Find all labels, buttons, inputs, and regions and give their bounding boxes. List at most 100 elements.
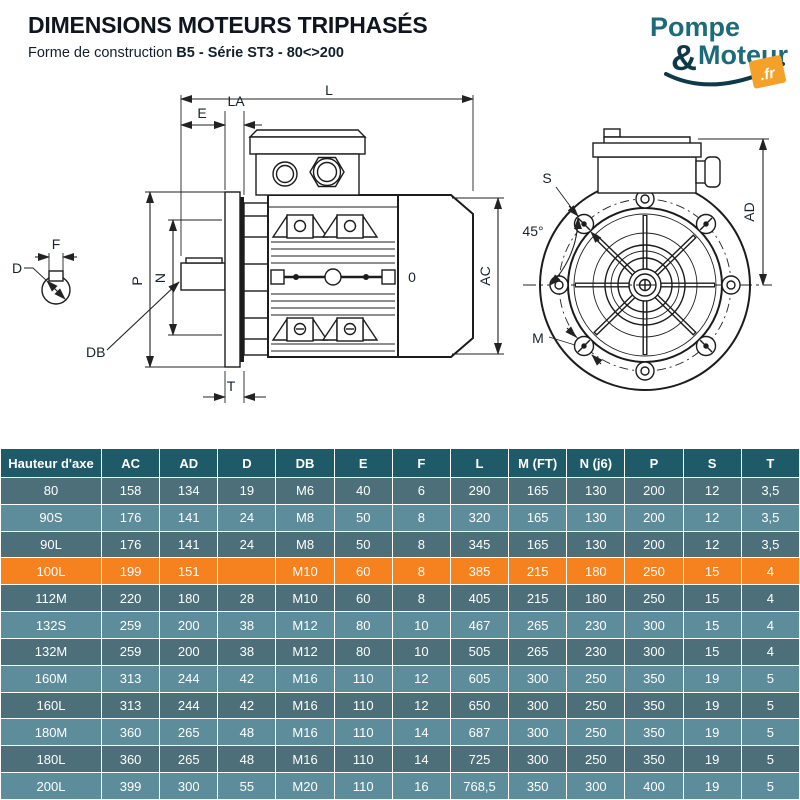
table-cell: 399 (100, 772, 161, 800)
table-cell: 19 (682, 772, 742, 800)
table-cell: 290 (449, 477, 510, 505)
column-header: D (217, 448, 277, 478)
table-cell: 12 (391, 664, 451, 693)
table-cell: 360 (100, 745, 161, 774)
table-cell: 4 (740, 584, 800, 613)
table-cell: 12 (391, 691, 451, 720)
table-cell: 265 (159, 718, 219, 747)
table-cell: 300 (566, 772, 626, 800)
table-cell: 60 (333, 584, 393, 613)
table-cell: 385 (449, 557, 510, 586)
table-cell: 180 (566, 557, 626, 586)
table-cell: 4 (740, 557, 800, 586)
table-cell: 300 (624, 611, 684, 639)
column-header-hauteur-axe: Hauteur d'axe (0, 448, 102, 478)
table-cell: 200 (624, 503, 684, 532)
table-cell: 300 (508, 745, 568, 774)
logo-fr-badge: .fr (748, 55, 786, 89)
column-header: F (391, 448, 451, 478)
table-cell: 176 (100, 503, 161, 532)
dim-label-e: E (197, 105, 206, 121)
table-cell: 505 (449, 637, 510, 666)
table-cell: 42 (217, 664, 277, 693)
table-cell: 250 (566, 745, 626, 774)
table-cell: 215 (508, 584, 568, 613)
dim-label-d: D (12, 260, 22, 276)
table-cell: 687 (449, 718, 510, 747)
table-cell: 250 (624, 584, 684, 613)
table-cell: 199 (100, 557, 161, 586)
table-cell: 360 (100, 718, 161, 747)
column-header: DB (275, 448, 335, 478)
table-cell: 265 (508, 611, 568, 639)
table-cell: 12 (682, 530, 742, 559)
table-cell: 350 (624, 718, 684, 747)
table-cell: 605 (449, 664, 510, 693)
row-header: 160M (0, 664, 102, 693)
table-cell: 8 (391, 530, 451, 559)
table-cell: 244 (159, 664, 219, 693)
table-cell: 400 (624, 772, 684, 800)
table-cell: 259 (100, 611, 161, 639)
table-cell: 350 (624, 745, 684, 774)
table-cell: 3,5 (740, 477, 800, 505)
table-cell: 16 (391, 772, 451, 800)
table-cell: M12 (275, 611, 335, 639)
table-cell: 244 (159, 691, 219, 720)
table-cell: 5 (740, 745, 800, 774)
column-header: T (740, 448, 800, 478)
table-cell: 110 (333, 745, 393, 774)
table-cell: 6 (391, 477, 451, 505)
motor-front-view-geometry (523, 128, 772, 391)
table-cell: 405 (449, 584, 510, 613)
table-cell: 3,5 (740, 503, 800, 532)
table-body: 80 158 134 19 M6 40 6 290 165 130 200 12 3,5 90S 176 14… (0, 477, 800, 800)
table-cell: M16 (275, 691, 335, 720)
table-header-row: Hauteur d'axe AC AD D DB E F L M (FT) N (j6) P S T (0, 448, 800, 478)
table-cell: 259 (100, 637, 161, 666)
table-cell: 165 (508, 477, 568, 505)
table-cell: 15 (682, 611, 742, 639)
table-cell: 300 (508, 664, 568, 693)
column-header: P (624, 448, 684, 478)
dim-label-f: F (52, 236, 61, 252)
table-cell: 10 (391, 611, 451, 639)
table-cell: 130 (566, 503, 626, 532)
dim-label-l: L (325, 85, 333, 98)
table-row: 80 158 134 19 M6 40 6 290 165 130 200 12 3,5 (0, 477, 800, 505)
table-cell: M10 (275, 557, 335, 586)
table-cell: 215 (508, 557, 568, 586)
table-cell: 19 (682, 664, 742, 693)
table-cell: M20 (275, 772, 335, 800)
page-header: DIMENSIONS MOTEURS TRIPHASÉS Forme de co… (28, 12, 428, 61)
table-cell: 200 (159, 637, 219, 666)
table-cell: 165 (508, 530, 568, 559)
table-cell: 130 (566, 530, 626, 559)
pompe-moteur-logo: Pompe & Moteur .fr (650, 12, 788, 89)
table-cell: 15 (682, 637, 742, 666)
row-header: 90S (0, 503, 102, 532)
table-cell: 250 (566, 718, 626, 747)
table-cell: 165 (508, 503, 568, 532)
row-header: 160L (0, 691, 102, 720)
row-header: 90L (0, 530, 102, 559)
column-header: S (682, 448, 742, 478)
row-header: 100L (0, 557, 102, 586)
table-cell: 300 (624, 637, 684, 666)
table-cell: 19 (217, 477, 277, 505)
table-row: 100L 199 151 M10 60 8 385 215 180 250 15 4 (0, 557, 800, 586)
table-cell: 60 (333, 557, 393, 586)
page-title: DIMENSIONS MOTEURS TRIPHASÉS (28, 12, 428, 38)
column-header: M (FT) (508, 448, 568, 478)
table-cell: 14 (391, 718, 451, 747)
table-cell: 320 (449, 503, 510, 532)
table-cell: 12 (682, 503, 742, 532)
dim-label-s: S (542, 170, 551, 186)
table-row: 160M 313 244 42 M16 110 12 605 300 250 350 19 5 (0, 664, 800, 693)
table-cell: 3,5 (740, 530, 800, 559)
table-row: 112M 220 180 28 M10 60 8 405 215 180 250 15 4 (0, 584, 800, 613)
page-subtitle: Forme de construction B5 - Série ST3 - 8… (28, 45, 428, 61)
dimensions-table: Hauteur d'axe AC AD D DB E F L M (FT) N (j6) P S T 8… (0, 448, 800, 800)
dim-label-t: T (227, 378, 236, 394)
table-cell: 19 (682, 718, 742, 747)
